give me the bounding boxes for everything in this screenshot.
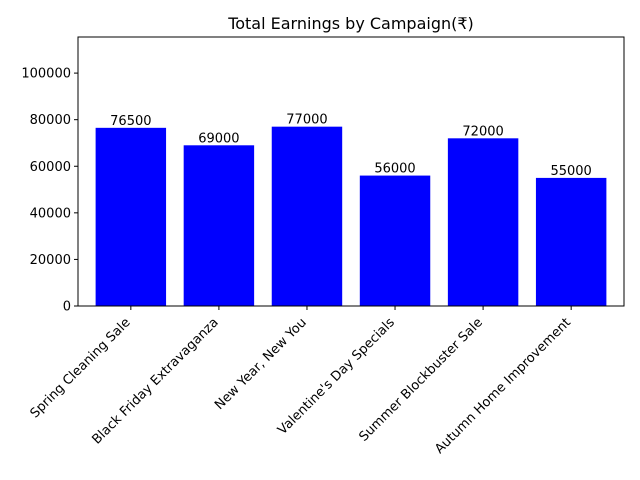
data-label: 76500 — [110, 114, 151, 129]
bar — [359, 175, 431, 306]
y-tick-label: 80000 — [30, 113, 71, 128]
bar — [535, 177, 607, 306]
bars — [95, 126, 607, 307]
bar — [183, 145, 255, 306]
data-labels: 76500 69000 77000 56000 72000 55000 — [110, 113, 592, 179]
x-tick-label: New Year, New You — [212, 315, 310, 413]
y-tick-label: 100000 — [21, 67, 71, 82]
data-label: 69000 — [198, 131, 239, 146]
y-axis: 0 20000 40000 60000 80000 100000 — [21, 67, 78, 315]
data-label: 72000 — [462, 124, 503, 139]
bar — [95, 127, 167, 306]
data-label: 56000 — [374, 162, 415, 177]
plot-frame — [77, 36, 625, 307]
y-tick-label: 20000 — [30, 253, 71, 268]
y-tick-label: 0 — [63, 300, 71, 315]
y-tick-label: 40000 — [30, 206, 71, 221]
bar — [447, 138, 519, 306]
chart-title: Total Earnings by Campaign(₹) — [227, 14, 474, 33]
data-label: 55000 — [550, 164, 591, 179]
y-tick-label: 60000 — [30, 160, 71, 175]
data-label: 77000 — [286, 113, 327, 128]
x-tick-label: Spring Cleaning Sale — [28, 315, 134, 421]
bar — [271, 126, 343, 307]
